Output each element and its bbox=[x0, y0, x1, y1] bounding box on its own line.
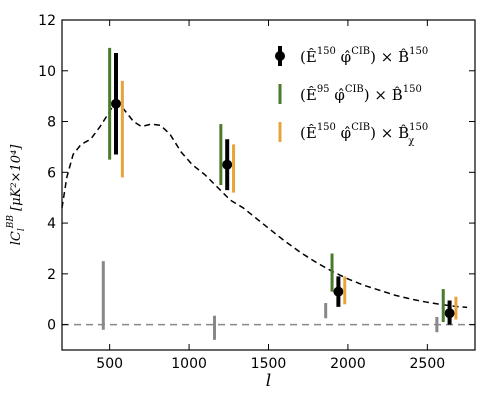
x-axis-label: l bbox=[266, 371, 271, 391]
y-tick-label-8: 8 bbox=[47, 115, 56, 131]
legend-label-part-2-0: (Ê bbox=[300, 124, 317, 142]
legend-label-part-2-1: 150 bbox=[317, 122, 336, 133]
data-point-s0-1 bbox=[222, 159, 233, 170]
legend-label-part-0-2: φ̂ bbox=[336, 48, 351, 66]
legend-label-part-2-5: 150 bbox=[409, 122, 428, 133]
legend-label-part-1-2: φ̂ bbox=[330, 86, 345, 104]
y-tick-label-0: 0 bbox=[47, 318, 56, 334]
y-tick-label-2: 2 bbox=[47, 267, 56, 283]
data-point-s0-0 bbox=[111, 98, 122, 109]
axis-labels: l lClBB [μK²×10⁴] bbox=[6, 144, 271, 391]
y-axis-label-sup: BB bbox=[6, 215, 16, 230]
plot-layer bbox=[61, 47, 475, 340]
x-tick-label-1500: 1500 bbox=[251, 356, 287, 372]
legend-label-0: (Ê150 φ̂CIB) × B̂150 bbox=[300, 46, 428, 66]
legend-label-part-2-sub: χ bbox=[408, 136, 414, 147]
data-point-s0-3 bbox=[444, 308, 455, 319]
data-point-s0-2 bbox=[333, 286, 344, 297]
x-tick-label-500: 500 bbox=[96, 356, 123, 372]
legend-label-part-0-3: CIB bbox=[351, 46, 370, 57]
axes-frame bbox=[61, 19, 476, 351]
legend-label-part-1-1: 95 bbox=[317, 84, 330, 95]
legend-label-1: (Ê95 φ̂CIB) × B̂150 bbox=[300, 84, 422, 104]
x-tick-label-2000: 2000 bbox=[330, 356, 366, 372]
legend-label-part-1-4: ) × B̂ bbox=[364, 86, 403, 104]
legend-label-part-2-3: CIB bbox=[351, 122, 370, 133]
legend-label-part-0-5: 150 bbox=[409, 46, 428, 57]
legend-label-part-2-4: ) × B̂ bbox=[370, 124, 409, 142]
y-axis-label: lClBB [μK²×10⁴] bbox=[6, 144, 27, 245]
y-tick-label-10: 10 bbox=[38, 64, 56, 80]
y-axis-label-main: lC bbox=[9, 231, 24, 245]
legend-label-part-0-1: 150 bbox=[317, 46, 336, 57]
legend-label-2: (Ê150 φ̂CIB) × B̂150 χ bbox=[300, 122, 428, 147]
legend-swatch-marker-0 bbox=[275, 51, 285, 61]
x-tick-label-2500: 2500 bbox=[410, 356, 446, 372]
x-tick-label-1000: 1000 bbox=[171, 356, 207, 372]
legend: (Ê150 φ̂CIB) × B̂150(Ê95 φ̂CIB) × B̂150(… bbox=[275, 46, 428, 147]
y-tick-label-12: 12 bbox=[38, 13, 56, 29]
legend-label-part-0-4: ) × B̂ bbox=[370, 48, 409, 66]
y-axis-label-units: [μK²×10⁴] bbox=[9, 144, 24, 211]
y-tick-label-6: 6 bbox=[47, 165, 56, 181]
legend-label-part-1-5: 150 bbox=[403, 84, 422, 95]
y-axis-label-sub: l bbox=[17, 228, 27, 231]
legend-label-part-0-0: (Ê bbox=[300, 48, 317, 66]
theory-curve bbox=[61, 102, 468, 309]
legend-label-part-2-2: φ̂ bbox=[336, 124, 351, 142]
legend-label-part-1-3: CIB bbox=[345, 84, 364, 95]
y-tick-label-4: 4 bbox=[47, 216, 56, 232]
legend-label-part-1-0: (Ê bbox=[300, 86, 317, 104]
axes-layer: 500 1000 1500 2000 2500 0 2 4 6 8 10 12 bbox=[38, 13, 476, 372]
